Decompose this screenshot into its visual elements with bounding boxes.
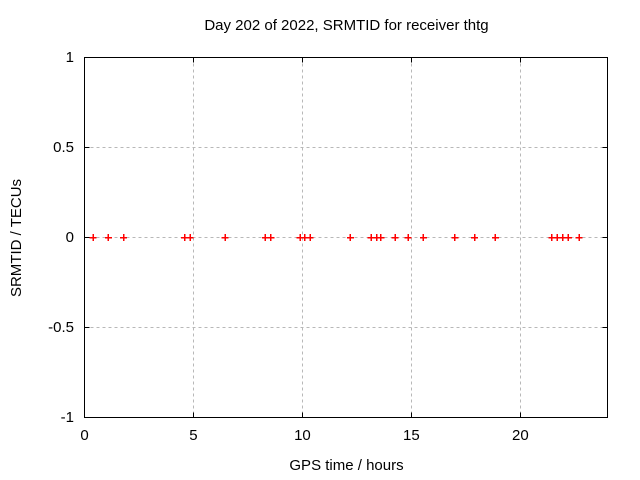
x-tick-label-10: 10 <box>294 427 311 444</box>
x-axis-label: GPS time / hours <box>289 457 404 474</box>
y-tick-label-0: 0 <box>65 228 74 246</box>
y-tick-label-0.5: 0.5 <box>53 138 74 156</box>
chart-title: Day 202 of 2022, SRMTID for receiver tht… <box>204 17 489 34</box>
x-tick-label-5: 5 <box>189 427 198 444</box>
plot-border <box>84 57 608 418</box>
x-tick-label-15: 15 <box>403 427 420 444</box>
x-tick-label-0: 0 <box>80 427 89 444</box>
y-tick-label-1: 1 <box>65 48 74 66</box>
y-tick-label--0.5: -0.5 <box>48 318 74 336</box>
x-tick-label-20: 20 <box>511 427 529 444</box>
y-tick-label--1: -1 <box>60 408 74 426</box>
